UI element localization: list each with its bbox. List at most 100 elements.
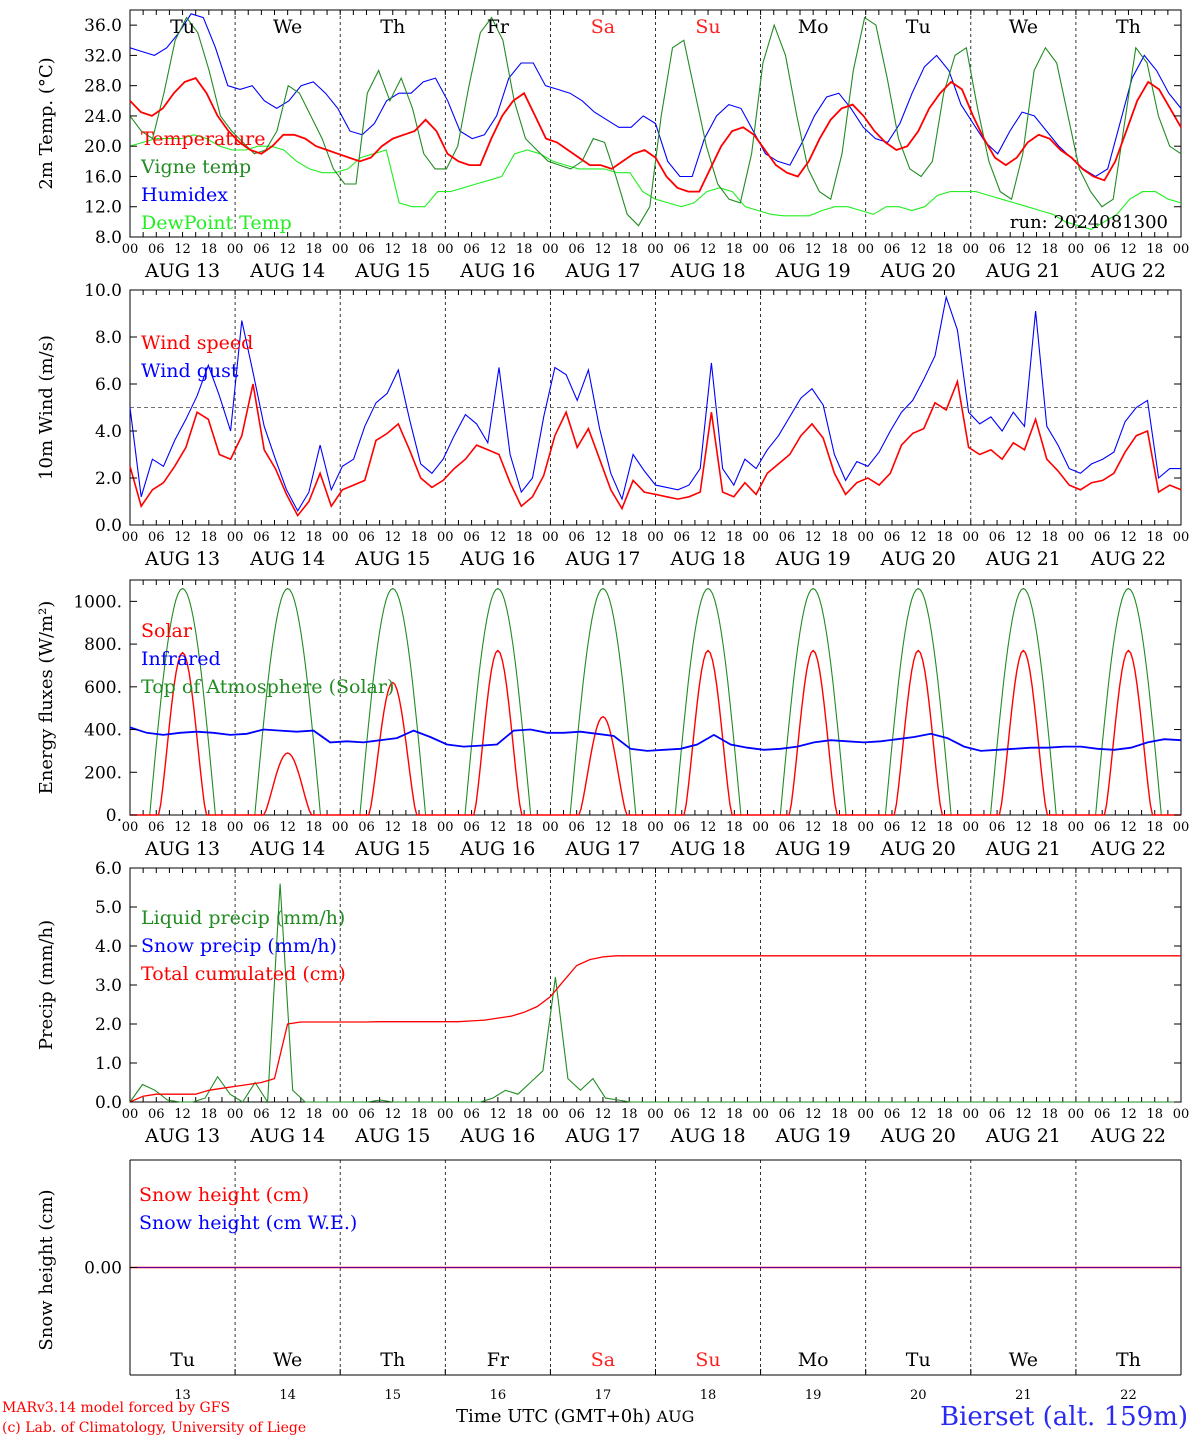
hour-tick-label: 18	[516, 1107, 533, 1122]
hour-tick-label: 12	[279, 1107, 296, 1122]
panel-2: 10.0 8.0 6.0 4.0 2.0 0.0 10m Wind (m/s) 00 06 12 1…	[36, 281, 1189, 570]
y-tick-label: 1000.	[73, 592, 122, 612]
hour-tick-label: 06	[779, 242, 796, 257]
weekday-label: Sa	[591, 16, 615, 38]
hour-tick-label: 00	[647, 242, 664, 257]
hour-tick-label: 06	[674, 1107, 691, 1122]
hour-tick-label: 18	[726, 1107, 743, 1122]
hour-tick-label: 18	[621, 1107, 638, 1122]
day-number-label: 15	[384, 1388, 401, 1403]
hour-tick-label: 00	[857, 242, 874, 257]
hour-tick-label: 06	[989, 820, 1006, 835]
day-label: AUG 22	[1090, 548, 1166, 570]
hour-tick-label: 00	[1173, 242, 1190, 257]
y-tick-label: 0.	[106, 806, 122, 826]
y-axis-label: Precip (mm/h)	[36, 920, 57, 1050]
hour-tick-label: 18	[516, 820, 533, 835]
hour-tick-label: 06	[1094, 1107, 1111, 1122]
y-tick-label: 8.0	[95, 328, 122, 348]
hour-tick-label: 18	[621, 530, 638, 545]
weekday-label: Th	[1116, 1349, 1141, 1371]
hour-tick-label: 12	[700, 1107, 717, 1122]
hour-tick-label: 00	[122, 242, 139, 257]
weekday-label: Sa	[591, 1349, 615, 1371]
legend-entry: Snow height (cm)	[139, 1184, 309, 1206]
hour-tick-label: 06	[1094, 820, 1111, 835]
day-label: AUG 18	[669, 1125, 745, 1147]
hour-tick-label: 00	[122, 530, 139, 545]
legend-entry: Wind gust	[141, 360, 239, 382]
hour-tick-label: 00	[542, 530, 559, 545]
hour-tick-label: 00	[1173, 820, 1190, 835]
day-label: AUG 16	[459, 548, 535, 570]
y-axis-label: 2m Temp. (°C)	[36, 57, 57, 189]
hour-tick-label: 12	[1015, 820, 1032, 835]
day-label: AUG 14	[249, 260, 325, 282]
hour-tick-label: 06	[1094, 242, 1111, 257]
hour-tick-label: 12	[384, 1107, 401, 1122]
model-credit: MARv3.14 model forced by GFS	[2, 1400, 231, 1416]
hour-tick-label: 18	[1041, 1107, 1058, 1122]
hour-tick-label: 06	[568, 820, 585, 835]
y-tick-label: 8.0	[95, 228, 122, 248]
hour-tick-label: 00	[227, 1107, 244, 1122]
day-number-label: 13	[174, 1388, 191, 1403]
hour-tick-label: 06	[674, 530, 691, 545]
hour-tick-label: 18	[936, 1107, 953, 1122]
day-label: AUG 17	[564, 838, 640, 860]
y-tick-label: 400.	[84, 721, 122, 741]
hour-tick-label: 12	[490, 820, 507, 835]
hour-tick-label: 00	[542, 1107, 559, 1122]
hour-tick-label: 00	[857, 530, 874, 545]
hour-tick-label: 00	[122, 820, 139, 835]
hour-tick-label: 12	[279, 242, 296, 257]
y-tick-label: 1.0	[95, 1054, 122, 1074]
y-tick-label: 5.0	[95, 898, 122, 918]
hour-tick-label: 18	[411, 820, 428, 835]
hour-tick-label: 00	[437, 820, 454, 835]
hour-tick-label: 06	[253, 820, 270, 835]
hour-tick-label: 18	[201, 530, 218, 545]
station-name: Bierset (alt. 159m)	[939, 1402, 1188, 1432]
hour-tick-label: 12	[805, 242, 822, 257]
day-label: AUG 13	[144, 548, 220, 570]
day-number-label: 22	[1120, 1388, 1137, 1403]
weekday-label: Fr	[487, 16, 510, 38]
day-number-label: 20	[910, 1388, 927, 1403]
weekday-label: Th	[1116, 16, 1141, 38]
day-label: AUG 16	[459, 260, 535, 282]
hour-tick-label: 00	[542, 242, 559, 257]
series-line	[129, 883, 1181, 1104]
hour-tick-label: 00	[227, 530, 244, 545]
hour-tick-label: 06	[779, 1107, 796, 1122]
hour-tick-label: 18	[936, 530, 953, 545]
hour-tick-label: 12	[1120, 1107, 1137, 1122]
series-line	[129, 378, 1182, 518]
y-tick-label: 3.0	[95, 976, 122, 996]
hour-tick-label: 18	[516, 242, 533, 257]
series-line	[130, 649, 1181, 816]
hour-tick-label: 06	[1094, 530, 1111, 545]
y-tick-label: 32.0	[84, 46, 122, 66]
hour-tick-label: 18	[306, 530, 323, 545]
hour-tick-label: 06	[358, 1107, 375, 1122]
hour-tick-label: 06	[674, 242, 691, 257]
hour-tick-label: 06	[358, 242, 375, 257]
hour-tick-label: 18	[726, 820, 743, 835]
day-label: AUG 17	[564, 260, 640, 282]
y-tick-label: 20.0	[84, 137, 122, 157]
hour-tick-label: 12	[490, 242, 507, 257]
day-number-label: 17	[595, 1388, 612, 1403]
hour-tick-label: 18	[831, 530, 848, 545]
hour-tick-label: 06	[884, 530, 901, 545]
hour-tick-label: 00	[752, 1107, 769, 1122]
hour-tick-label: 12	[1120, 242, 1137, 257]
y-tick-label: 600.	[84, 678, 122, 698]
hour-tick-label: 12	[910, 1107, 927, 1122]
weekday-label: Tu	[170, 16, 195, 38]
y-tick-label: 800.	[84, 635, 122, 655]
weekday-label: Su	[695, 1349, 720, 1371]
hour-tick-label: 00	[332, 820, 349, 835]
day-number-label: 18	[700, 1388, 717, 1403]
